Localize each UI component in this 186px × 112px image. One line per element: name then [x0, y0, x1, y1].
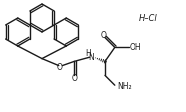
Text: H–Cl: H–Cl [139, 14, 157, 23]
Text: O: O [101, 31, 107, 40]
Text: OH: OH [130, 43, 141, 52]
Text: H: H [86, 49, 92, 58]
Text: O: O [71, 74, 77, 83]
Text: O: O [57, 63, 63, 72]
Text: NH₂: NH₂ [117, 82, 132, 91]
Text: N: N [89, 53, 94, 62]
